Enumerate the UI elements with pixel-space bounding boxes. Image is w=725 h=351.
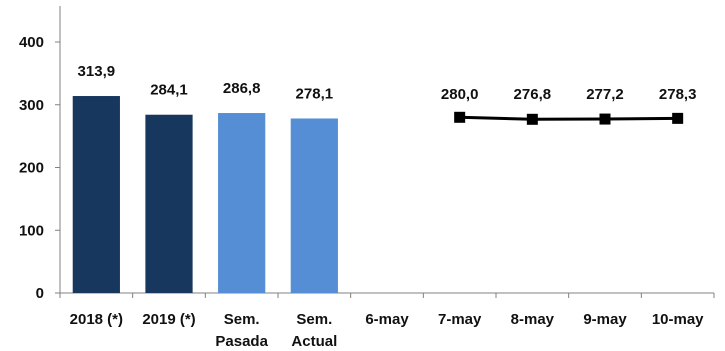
y-tick-label: 300 [19, 97, 44, 114]
bar-data-label: 286,8 [223, 80, 261, 97]
y-tick-label: 100 [19, 222, 44, 239]
x-category-label: 2018 (*) [70, 311, 123, 328]
x-category-label: Sem. [224, 311, 260, 328]
bar [145, 114, 193, 293]
x-category-label: 8-may [511, 311, 555, 328]
line-point-marker [599, 113, 611, 125]
x-category-label: Sem. [296, 311, 332, 328]
bar-data-label: 278,1 [296, 85, 334, 102]
line-data-label: 276,8 [514, 86, 552, 103]
x-category-label: 6-may [365, 311, 409, 328]
y-tick-label: 400 [19, 34, 44, 51]
x-category-label: 10-may [652, 311, 704, 328]
y-tick-label: 0 [36, 285, 44, 302]
line-point-marker [454, 111, 466, 123]
x-category-label: 2019 (*) [142, 311, 195, 328]
x-category-label: Pasada [215, 333, 268, 350]
series-line [459, 115, 678, 121]
line-point-marker [526, 113, 538, 125]
axes-layer: 0 100 200 300 400 [19, 6, 715, 302]
labels-layer: 2018 (*) 2019 (*) Sem. Pasada Sem. Actual 6-ma… [70, 63, 705, 350]
x-category-label: 7-may [438, 311, 482, 328]
line-layer [454, 111, 684, 125]
bar-data-label: 313,9 [78, 63, 116, 80]
bars-layer [72, 96, 338, 294]
line-data-label: 278,3 [659, 86, 697, 103]
line-data-label: 280,0 [441, 86, 479, 103]
bar [290, 118, 338, 293]
bar-data-label: 284,1 [150, 82, 188, 99]
x-category-label: 9-may [583, 311, 627, 328]
line-data-label: 277,2 [586, 86, 624, 103]
bar [72, 96, 120, 294]
line-point-marker [672, 112, 684, 124]
bar [218, 113, 266, 294]
y-tick-label: 200 [19, 160, 44, 177]
x-category-label: Actual [291, 333, 337, 350]
